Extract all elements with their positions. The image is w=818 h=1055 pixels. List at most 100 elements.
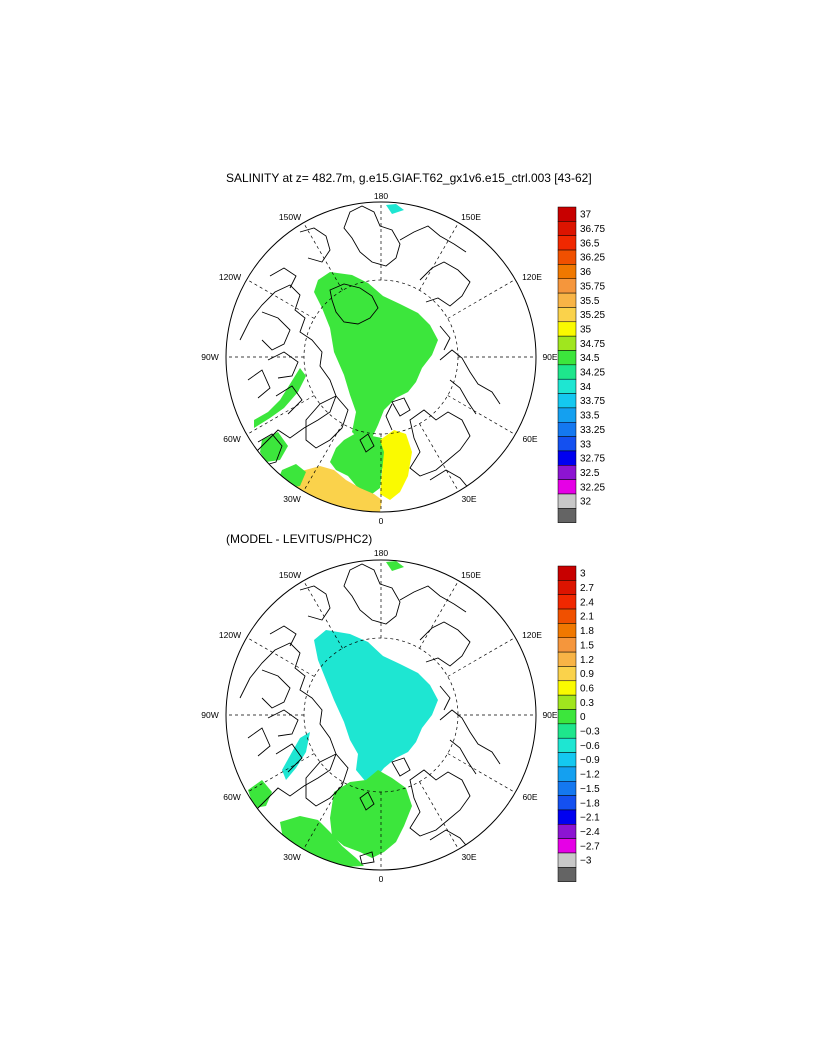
colorbar-swatch [557,278,577,294]
lon-label-w: 90W [201,352,218,362]
colorbar-swatch [557,393,577,409]
colorbar-label: 35.75 [580,281,605,292]
colorbar-label: 36.25 [580,253,605,264]
colorbar-swatch [557,436,577,452]
colorbar-label: 1.5 [580,640,594,651]
colorbar-difference: 3 2.7 2.4 2.1 1.8 1.5 1.2 0.9 0.6 0.3 0 −0.3 −0.6 −0.… [557,565,600,882]
colorbar-swatch [557,508,577,523]
lon-label-se: 30E [461,852,476,862]
lon-label-se: 30E [461,494,476,504]
lon-label-sw: 30W [283,852,300,862]
colorbar-swatch [557,264,577,279]
colorbar-label: 34 [580,382,592,393]
coastlines [239,205,501,507]
colorbar-swatch [557,221,577,236]
colorbar-swatch [557,465,577,480]
map-panel-salinity: 180 150W 150E 120W 120E 90W 90E 60W 60E … [201,191,605,526]
colorbar-label: 33.75 [580,396,605,407]
colorbar-swatch [557,608,577,624]
colorbar-swatch [557,795,577,811]
lon-label-s: 0 [379,874,384,884]
colorbar-swatch [557,235,577,251]
longitude-labels: 180 150W 150E 120W 120E 90W 90E 60W 60E … [201,191,558,526]
salinity-field-atlantic-warm [380,430,412,500]
graticule [226,202,536,512]
panel-title-salinity: SALINITY at z= 482.7m, g.e15.GIAF.T62_gx… [226,171,592,185]
colorbar-label: −0.3 [580,727,600,738]
colorbar-label: 34.5 [580,353,600,364]
colorbar-label: 2.1 [580,612,594,623]
colorbar-label: 2.4 [580,597,594,608]
lon-label-wnw: 120W [219,272,241,282]
panel-title-difference: (MODEL - LEVITUS/PHC2) [226,532,373,546]
colorbar-swatch [557,824,577,839]
colorbar-swatch [557,206,577,222]
colorbar-swatch [557,709,577,725]
colorbar-label: 0.9 [580,669,594,680]
colorbar-label: 34.75 [580,339,605,350]
colorbar-label: 0 [580,712,586,723]
colorbar-swatch [557,680,577,696]
lon-label-e: 90E [542,352,557,362]
colorbar-label: 35 [580,324,592,335]
colorbar-swatch [557,378,577,394]
colorbar-label: −2.4 [580,827,600,838]
colorbar-label: −2.1 [580,813,600,824]
colorbar-label: −2.7 [580,841,600,852]
lon-label-ene: 120E [522,630,542,640]
colorbar-swatch [557,565,577,581]
salinity-field-labrador [254,368,306,428]
difference-field-nordic-seas [330,770,412,858]
lon-label-ene: 120E [522,272,542,282]
colorbar-swatch [557,737,577,753]
colorbar-swatch [557,307,577,323]
colorbar-swatch [557,493,577,509]
colorbar-label: 32 [580,497,592,508]
colorbar-label: −0.9 [580,755,600,766]
colorbar-salinity: 37 36.75 36.5 36.25 36 35.75 35.5 35.25 35 34.75 3… [557,206,605,523]
colorbar-swatch [557,666,577,682]
lon-label-nw: 150W [279,212,301,222]
graticule [226,560,536,870]
colorbar-swatch [557,422,577,437]
colorbar-label: 33.5 [580,411,600,422]
colorbar-swatch [557,867,577,882]
colorbar-label: 34.25 [580,368,605,379]
colorbar-swatch [557,637,577,653]
colorbar-swatch [557,292,577,308]
colorbar-label: 2.7 [580,583,594,594]
colorbar-label: 1.2 [580,655,594,666]
colorbar-swatch [557,651,577,667]
colorbar-swatch [557,580,577,595]
colorbar-swatch [557,479,577,495]
lon-label-nw: 150W [279,570,301,580]
colorbar-swatch [557,852,577,868]
salinity-field-arctic-basin [314,272,438,442]
lon-label-e: 90E [542,710,557,720]
lon-label-n: 180 [374,548,388,558]
colorbar-label: 32.5 [580,468,600,479]
colorbar-label: 37 [580,210,592,221]
colorbar-swatch [557,809,577,825]
colorbar-label: −0.6 [580,741,600,752]
colorbar-swatch [557,838,577,854]
lon-label-ne: 150E [461,570,481,580]
salinity-field-labrador-south [260,432,288,462]
colorbar-label: −1.8 [580,798,600,809]
colorbar-swatch [557,450,577,466]
difference-field-arctic-basin [314,630,438,782]
colorbar-label: 36.75 [580,224,605,235]
colorbar-label: 36 [580,267,592,278]
colorbar-swatch [557,781,577,796]
colorbar-label: 32.75 [580,454,605,465]
map-boundary [225,201,537,513]
map-boundary [225,559,537,871]
colorbar-label: −1.2 [580,770,600,781]
lon-label-sw: 30W [283,494,300,504]
colorbar-swatch [557,407,577,423]
colorbar-label: 35.25 [580,310,605,321]
colorbar-swatch [557,350,577,366]
lon-label-wsw: 60W [223,434,240,444]
colorbar-swatch [557,623,577,639]
